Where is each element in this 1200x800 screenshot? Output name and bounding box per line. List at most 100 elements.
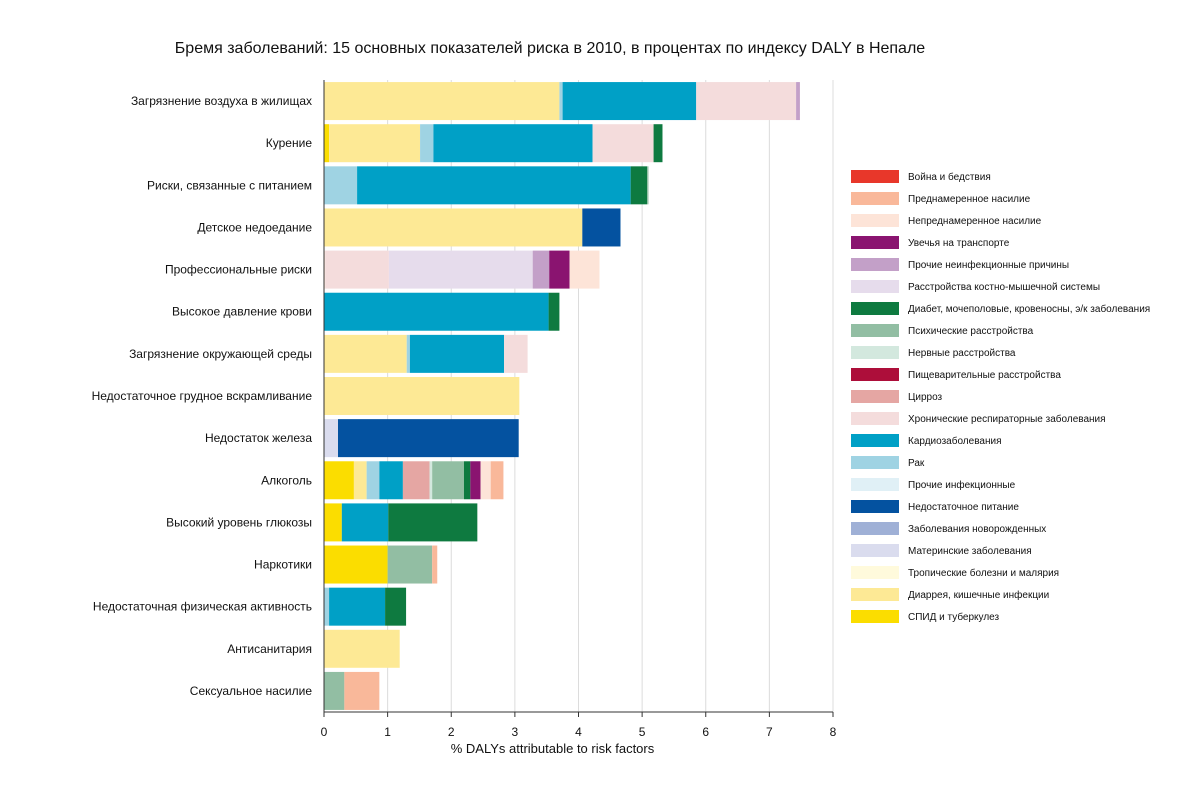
bar-segment — [357, 166, 631, 205]
category-label: Сексуальное насилие — [190, 684, 313, 698]
category-label: Курение — [266, 136, 313, 150]
x-tick-label: 7 — [766, 725, 773, 739]
bar-segment — [324, 208, 583, 247]
bar-segment — [696, 82, 797, 121]
legend-swatch — [851, 280, 899, 293]
legend-label: Расстройства костно-мышечной системы — [908, 282, 1100, 293]
legend-swatch — [851, 500, 899, 513]
category-label: Загрязнение воздуха в жилищах — [131, 94, 312, 108]
bar-segment — [548, 292, 560, 331]
bar-segment — [647, 166, 649, 205]
legend-swatch — [851, 412, 899, 425]
category-label: Загрязнение окружающей среды — [129, 347, 312, 361]
legend-label: Прочие инфекционные — [908, 479, 1016, 491]
legend-swatch — [851, 236, 899, 249]
bar-segment — [420, 124, 434, 163]
bar-segment — [504, 334, 528, 373]
bar-segment — [569, 250, 600, 289]
bar-segment — [532, 250, 550, 289]
bar-segment — [559, 82, 563, 121]
bar-segment — [324, 629, 400, 668]
bar-segment — [796, 82, 800, 121]
bar-segment — [337, 419, 519, 458]
bar-segment — [562, 82, 697, 121]
bar-segment — [353, 461, 367, 500]
legend-label: Недостаточное питание — [908, 502, 1019, 513]
bar-segment — [385, 587, 407, 626]
legend-label: Увечья на транспорте — [908, 238, 1010, 249]
category-label: Недостаточное грудное вскрамливание — [92, 389, 313, 403]
bar-segment — [432, 545, 438, 584]
legend-swatch — [851, 588, 899, 601]
bar-segment — [366, 461, 380, 500]
bar-segment — [470, 461, 481, 500]
bar-segment — [324, 503, 342, 542]
category-label: Недостаток железа — [205, 431, 312, 445]
legend-swatch — [851, 170, 899, 183]
bar-segment — [324, 461, 354, 500]
legend-swatch — [851, 390, 899, 403]
legend-swatch — [851, 214, 899, 227]
legend-label: Нервные расстройства — [908, 348, 1016, 359]
bar-segment — [592, 124, 654, 163]
bar-segment — [341, 503, 389, 542]
legend-label: Цирроз — [908, 392, 943, 403]
bar-segment — [630, 166, 648, 205]
legend-swatch — [851, 324, 899, 337]
legend-label: Психические расстройства — [908, 326, 1034, 337]
legend-swatch — [851, 258, 899, 271]
category-label: Детское недоедание — [197, 220, 312, 234]
bar-segment — [582, 208, 621, 247]
category-label: Антисанитария — [227, 642, 312, 656]
chart-title: Бремя заболеваний: 15 основных показател… — [174, 40, 926, 57]
category-label: Высокий уровень глюкозы — [166, 515, 312, 529]
x-axis-label: % DALYs attributable to risk factors — [451, 741, 655, 756]
bar-segment — [402, 461, 430, 500]
bar-segment — [324, 292, 549, 331]
bar-segment — [324, 587, 330, 626]
bar-segment — [324, 671, 345, 710]
x-axis: 0 1 2 3 4 5 6 7 8 % DALYs attributable to risk fa… — [321, 80, 837, 756]
bar-segment — [379, 461, 403, 500]
legend-label: Рак — [908, 458, 925, 469]
bar-segment — [549, 250, 570, 289]
bar-segment — [324, 419, 338, 458]
legend-swatch — [851, 544, 899, 557]
bar-segment — [388, 503, 478, 542]
bar-segment — [329, 587, 386, 626]
bar-segment — [433, 124, 593, 163]
bar-segment — [387, 545, 433, 584]
legend-label: СПИД и туберкулез — [908, 611, 999, 623]
legend-swatch — [851, 522, 899, 535]
x-tick-label: 2 — [448, 725, 455, 739]
legend-label: Прочие неинфекционные причины — [908, 259, 1069, 271]
legend-label: Материнские заболевания — [908, 545, 1032, 557]
category-label: Профессиональные риски — [165, 263, 312, 277]
legend-swatch — [851, 456, 899, 469]
legend-swatch — [851, 478, 899, 491]
legend-label: Заболевания новорожденных — [908, 523, 1046, 535]
bar-segment — [329, 124, 421, 163]
legend-swatch — [851, 346, 899, 359]
bar-segment — [324, 334, 407, 373]
legend-swatch — [851, 610, 899, 623]
legend-label: Тропические болезни и малярия — [908, 567, 1059, 579]
bar-segment — [406, 334, 410, 373]
bar-segment — [429, 461, 433, 500]
bar-segment — [490, 461, 504, 500]
category-label: Наркотики — [254, 558, 312, 572]
x-tick-label: 4 — [575, 725, 582, 739]
bar-segment — [388, 250, 533, 289]
x-tick-label: 6 — [702, 725, 709, 739]
legend-swatch — [851, 368, 899, 381]
legend: Война и бедствия Преднамеренное насилие Не… — [851, 170, 1150, 623]
bar-segment — [324, 250, 326, 289]
bar-segment — [324, 166, 358, 205]
x-tick-label: 3 — [512, 725, 519, 739]
legend-label: Непреднамеренное насилие — [908, 216, 1042, 227]
x-tick-label: 1 — [384, 725, 391, 739]
legend-label: Пищеварительные расстройства — [908, 370, 1061, 381]
legend-label: Диабет, мочеполовые, кровеносны, э/к заб… — [908, 303, 1150, 315]
bar-segment — [432, 461, 464, 500]
